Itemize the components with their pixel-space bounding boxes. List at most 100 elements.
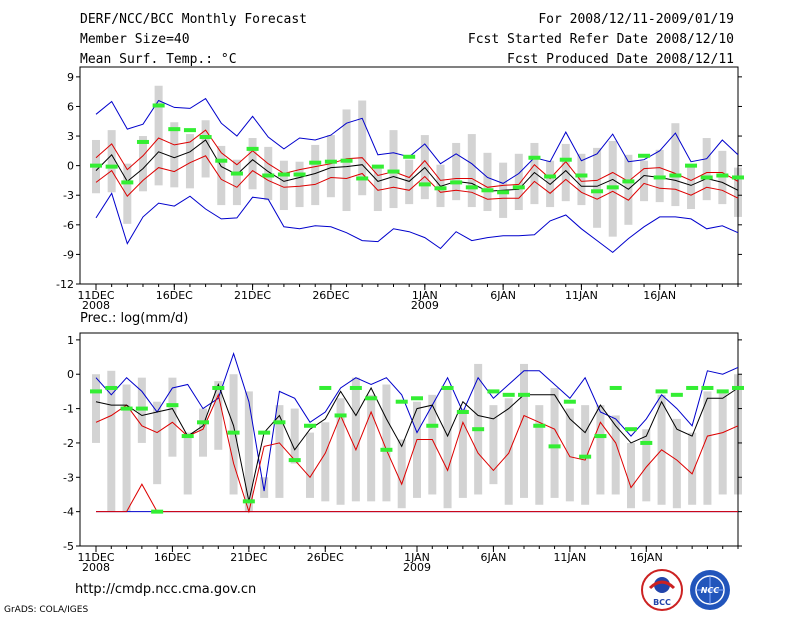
fcst-started-date: Fcst Started Refer Date 2008/12/10 <box>467 32 734 47</box>
x-tick-label: 21DEC <box>234 289 271 302</box>
mean-marker <box>685 163 698 168</box>
mean-marker <box>181 434 194 439</box>
panel-2-title: Prec.: log(mm/d) <box>80 311 188 326</box>
y-tick-label: -6 <box>63 219 74 232</box>
mean-marker <box>168 127 181 132</box>
series-p25 <box>95 155 739 201</box>
box-bar <box>520 363 528 498</box>
box-bar <box>358 100 367 196</box>
mean-marker <box>481 188 494 193</box>
x-tick-label: 16DEC <box>156 289 193 302</box>
mean-marker <box>105 385 118 390</box>
mean-marker <box>625 427 637 432</box>
box-bar <box>336 398 345 505</box>
box-bar <box>92 374 100 443</box>
box-bar <box>168 377 177 457</box>
mean-marker <box>579 454 592 459</box>
mean-marker <box>319 385 332 390</box>
ncc-logo-text: NCC <box>701 586 720 595</box>
box-bar <box>107 370 116 512</box>
mean-marker <box>340 158 353 163</box>
mean-marker <box>622 179 635 184</box>
mean-marker <box>304 423 316 428</box>
mean-marker <box>512 185 525 190</box>
mean-marker <box>258 430 271 435</box>
box-bar <box>702 138 711 201</box>
x-tick-label: 6JAN <box>481 551 507 564</box>
mean-marker <box>700 175 713 180</box>
box-bar <box>321 422 330 502</box>
mean-marker <box>472 427 485 432</box>
mean-marker <box>242 499 255 504</box>
x-tick-label: 11DEC <box>77 551 114 564</box>
y-tick-label: 0 <box>67 160 74 173</box>
box-bar <box>389 130 398 209</box>
mean-marker <box>594 434 607 439</box>
mean-marker <box>387 169 400 174</box>
mean-marker <box>121 180 134 185</box>
mean-marker <box>732 175 744 180</box>
mean-marker <box>166 403 179 408</box>
x-tick-year: 2009 <box>403 561 431 574</box>
box-bar <box>311 144 320 206</box>
member-size: Member Size=40 <box>80 32 190 47</box>
box-bar <box>217 145 226 206</box>
mean-marker <box>716 173 729 178</box>
box-bar <box>642 429 651 502</box>
box-bar <box>489 405 498 485</box>
ncc-logo: NCC <box>690 570 730 610</box>
box-bar <box>248 138 257 190</box>
mean-marker <box>450 180 463 185</box>
box-bar <box>183 432 192 495</box>
box-bar <box>367 394 376 502</box>
mean-marker <box>371 164 384 169</box>
series-p75 <box>95 129 739 188</box>
box-bar <box>452 142 461 201</box>
x-tick-label: 21DEC <box>230 551 267 564</box>
box-bar <box>185 134 194 189</box>
mean-marker <box>575 173 588 178</box>
box-bar <box>397 439 406 509</box>
box-bar <box>671 123 680 207</box>
mean-marker <box>90 163 102 168</box>
box-bar <box>458 408 467 498</box>
box-bar <box>382 384 391 502</box>
box-bar <box>373 167 382 212</box>
box-bar <box>138 136 147 192</box>
box-bar <box>703 391 712 505</box>
series-max <box>95 352 739 492</box>
series-median <box>95 383 739 502</box>
mean-marker <box>638 153 651 158</box>
box-bar <box>306 432 314 498</box>
mean-marker <box>426 423 439 428</box>
mean-marker <box>199 135 212 140</box>
box-bar <box>244 391 253 512</box>
box-bar <box>640 160 649 202</box>
box-bar <box>275 405 284 498</box>
variable-label: Mean Surf. Temp.: °C <box>80 52 237 67</box>
mean-marker <box>411 396 423 401</box>
mean-marker <box>197 420 209 425</box>
box-bar <box>596 405 605 495</box>
mean-marker <box>655 389 668 394</box>
mean-marker <box>324 159 337 164</box>
x-tick-label: 16JAN <box>630 551 663 564</box>
series-min <box>95 192 739 254</box>
mean-marker <box>716 389 729 394</box>
box-bar <box>326 135 335 198</box>
header-left: DERF/NCC/BCC Monthly Forecast Member Size… <box>80 10 307 70</box>
mean-marker <box>732 385 744 390</box>
mean-marker <box>456 410 469 415</box>
mean-marker <box>246 146 259 151</box>
mean-marker <box>441 385 454 390</box>
grads-credit: GrADS: COLA/IGES <box>4 605 89 615</box>
y-tick-label: -12 <box>56 278 74 291</box>
box-bar <box>530 142 539 205</box>
box-bar <box>627 442 635 509</box>
mean-marker <box>465 185 478 190</box>
mean-marker <box>215 158 228 163</box>
series-max <box>95 97 739 184</box>
y-tick-label: 0 <box>67 368 74 381</box>
